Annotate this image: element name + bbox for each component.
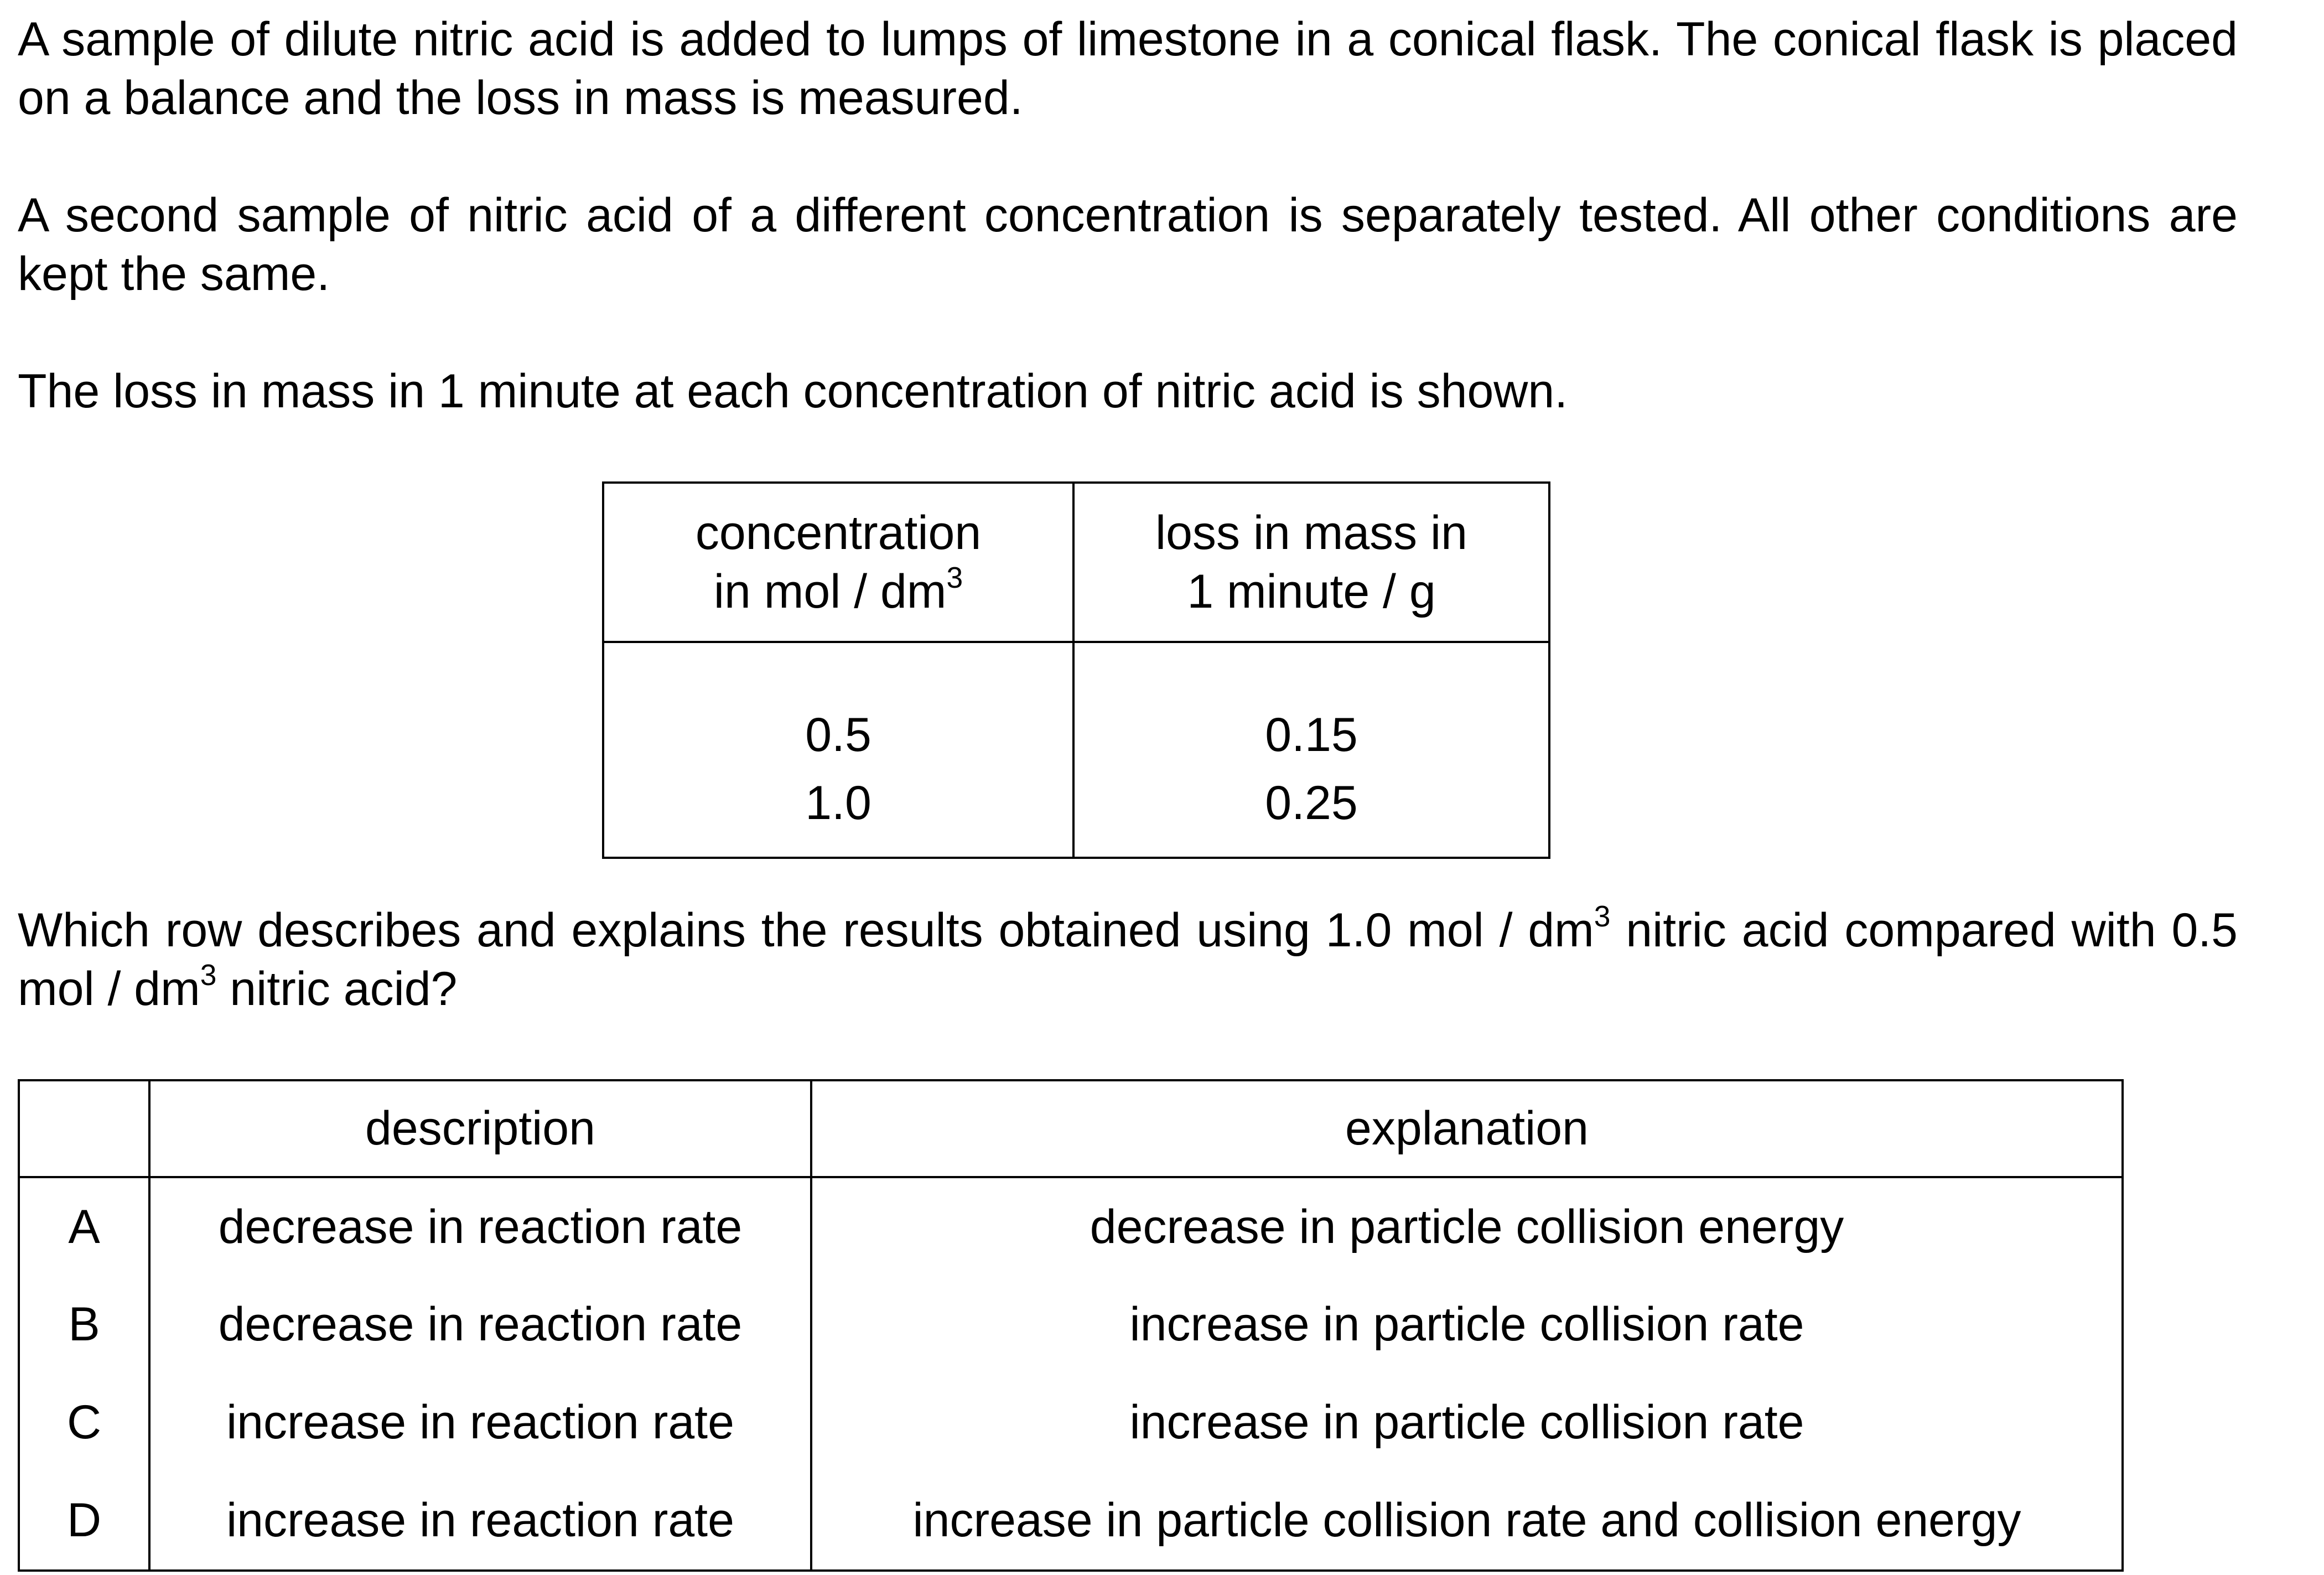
loss-header-line2: 1 minute / g [1187, 565, 1436, 618]
option-explanation: increase in particle collision rate [810, 1374, 2124, 1472]
option-letter[interactable]: D [18, 1472, 151, 1572]
loss-cell: 0.25 [1072, 773, 1550, 859]
loss-header: loss in mass in 1 minute / g [1072, 481, 1550, 643]
loss-header-line1: loss in mass in [1155, 506, 1467, 559]
letter-header [18, 1079, 151, 1178]
answer-option-b[interactable]: B decrease in reaction rate increase in … [18, 1276, 2124, 1374]
option-letter[interactable]: C [18, 1374, 151, 1472]
table-row: 0.5 0.15 [602, 642, 1550, 773]
concentration-header-unit: in mol / dm [713, 565, 947, 618]
concentration-header-line1: concentration [695, 506, 982, 559]
question-part-3: nitric acid? [216, 962, 458, 1016]
option-description: increase in reaction rate [148, 1374, 812, 1472]
table-row: 1.0 0.25 [602, 773, 1550, 859]
answer-table-header: description explanation [18, 1079, 2124, 1178]
concentration-unit-exponent: 3 [946, 561, 963, 594]
option-explanation: decrease in particle collision energy [810, 1177, 2124, 1276]
option-description: increase in reaction rate [148, 1472, 812, 1572]
explanation-header: explanation [810, 1079, 2124, 1178]
results-table: concentration in mol / dm3 loss in mass … [602, 481, 1550, 859]
loss-cell: 0.15 [1072, 642, 1550, 773]
option-letter[interactable]: B [18, 1276, 151, 1374]
option-description: decrease in reaction rate [148, 1276, 812, 1374]
question-exponent-1: 3 [1594, 900, 1611, 933]
answer-option-c[interactable]: C increase in reaction rate increase in … [18, 1374, 2124, 1472]
question-exponent-2: 3 [200, 959, 217, 992]
answer-option-d[interactable]: D increase in reaction rate increase in … [18, 1472, 2124, 1572]
concentration-cell: 1.0 [602, 773, 1075, 859]
intro-paragraph-3: The loss in mass in 1 minute at each con… [18, 365, 1568, 418]
option-description: decrease in reaction rate [148, 1177, 812, 1276]
answer-option-a[interactable]: A decrease in reaction rate decrease in … [18, 1177, 2124, 1276]
intro-paragraph-2: A second sample of nitric acid of a diff… [18, 189, 2238, 301]
description-header: description [148, 1079, 812, 1178]
question-part-1: Which row describes and explains the res… [18, 904, 1594, 957]
option-explanation: increase in particle collision rate [810, 1276, 2124, 1374]
concentration-cell: 0.5 [602, 642, 1075, 773]
intro-paragraph-1: A sample of dilute nitric acid is added … [18, 13, 2238, 125]
answer-options-table: description explanation A decrease in re… [18, 1079, 2124, 1572]
question-text: Which row describes and explains the res… [18, 901, 2238, 1018]
results-table-header: concentration in mol / dm3 loss in mass … [602, 481, 1550, 643]
option-letter[interactable]: A [18, 1177, 151, 1276]
option-explanation: increase in particle collision rate and … [810, 1472, 2124, 1572]
question-part-2: nitric acid compared with 0.5 mol / dm [18, 904, 2238, 1016]
concentration-header: concentration in mol / dm3 [602, 481, 1075, 643]
